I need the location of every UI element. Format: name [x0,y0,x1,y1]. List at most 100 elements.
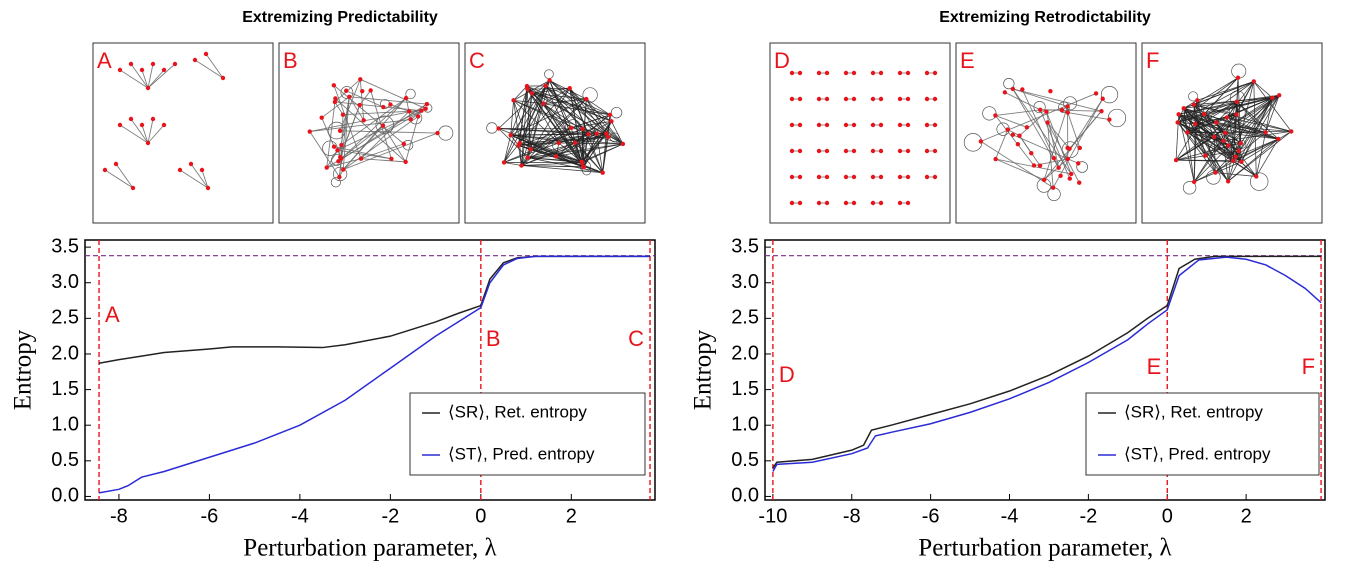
network-node [1065,156,1070,162]
network-node [1050,185,1056,190]
network-edge [545,85,584,167]
network-node [789,122,795,128]
network-edge [527,133,607,158]
network-node [340,167,346,172]
network-edge [602,133,607,173]
network-edge [334,101,422,112]
network-edge [510,134,584,168]
network-node [824,70,830,76]
network-node [924,122,930,128]
network-node [358,77,363,82]
network-edge [333,84,405,145]
network-node [1239,159,1244,164]
network-node [620,141,626,147]
network-edge [1227,131,1292,182]
network-node [1015,141,1021,147]
network-node [851,122,857,128]
network-node [797,148,803,154]
network-node [331,144,337,149]
network-node [1017,133,1022,138]
legend-label: ⟨ST⟩, Pred. entropy [448,444,595,463]
network-node [581,164,586,169]
network-node [1077,180,1082,185]
network-node [878,200,884,206]
network-edge [338,97,407,162]
network-edge [995,129,1009,160]
network-edge [119,69,149,89]
network-node [1044,109,1049,114]
network-edge [569,88,604,173]
network-node [139,122,145,128]
network-node [139,67,145,73]
network-node [1289,129,1294,134]
network-node [517,140,522,146]
network-node [1223,130,1228,136]
y-tick-label: 3.5 [51,235,79,257]
network-edge [995,109,1041,116]
x-tick-label: 0 [475,505,486,527]
panel-frame [769,42,951,224]
network-node [130,185,136,191]
chart-title: Extremizing Retrodictability [939,9,1151,26]
network-node [567,86,572,91]
network-edge [141,69,149,89]
network-edge [334,101,344,115]
network-edge [582,133,607,167]
network-edge [339,79,361,131]
network-edge [340,114,344,159]
network-node [1214,120,1219,125]
network-edge [1193,161,1242,183]
network-edge [1193,104,1196,124]
network-node [606,134,611,140]
marker-label: B [486,326,501,351]
network-node [319,115,324,120]
network-panel: B [278,42,460,224]
network-node [816,122,822,128]
y-tick-label: 2.0 [731,342,759,364]
network-node [1191,179,1197,185]
network-node [1238,140,1243,146]
network-loop [405,88,416,100]
network-node [161,122,167,128]
network-node [824,122,830,128]
network-edge [549,80,609,138]
network-edge [569,88,584,167]
network-node [978,139,984,144]
network-edge [521,165,603,174]
network-node [416,114,421,119]
network-node [337,174,342,180]
network-node [1234,99,1240,104]
network-edge [1067,112,1081,149]
x-tick-label: -8 [110,505,128,527]
network-edge [390,104,410,112]
network-node [1230,158,1236,163]
network-node [145,140,151,146]
network-node [1077,145,1082,151]
network-edge [321,117,335,147]
network-loop [375,115,394,134]
network-node [924,96,930,102]
network-node [199,167,205,173]
network-node [932,174,938,180]
network-edge [519,86,528,144]
network-node [1270,95,1275,101]
network-node [358,156,364,161]
network-node [816,148,822,154]
network-node [192,57,198,63]
network-edge [569,87,609,138]
network-edge [147,63,176,89]
x-tick-label: -8 [843,505,861,527]
network-node [117,122,123,128]
network-edge [382,125,407,163]
network-node [579,160,585,165]
network-edge [1195,123,1236,158]
network-node [333,96,338,101]
network-node [150,116,156,122]
network-node [1224,115,1230,120]
network-edge [342,97,407,170]
network-edge [521,165,584,168]
network-edge [586,98,611,116]
network-edge [1183,107,1266,133]
x-tick-label: 2 [566,505,577,527]
data-line [98,255,651,494]
